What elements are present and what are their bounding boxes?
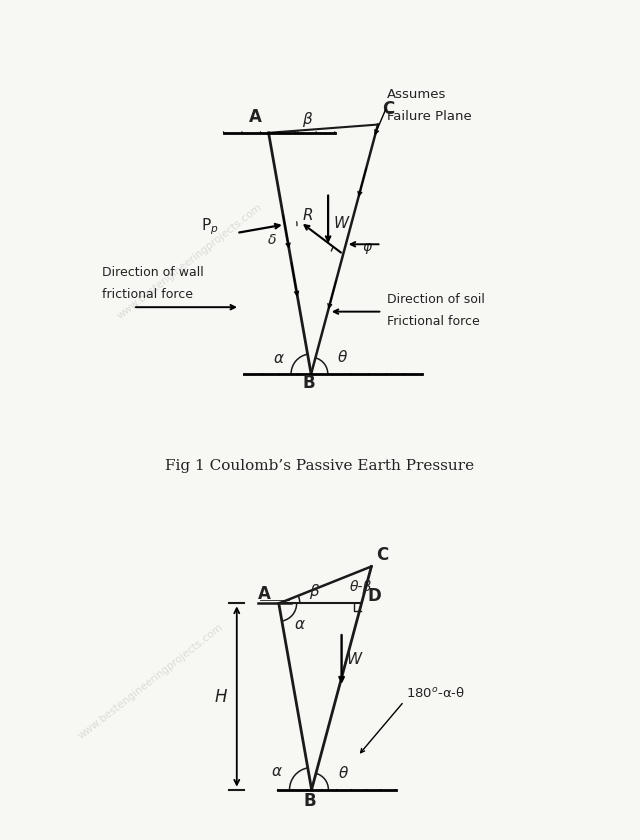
Text: Failure Plane: Failure Plane [387, 110, 472, 123]
Text: Direction of soil: Direction of soil [387, 292, 484, 306]
Text: W: W [347, 652, 362, 667]
Text: α: α [273, 351, 284, 366]
Text: www.bestengineeringprojects.com: www.bestengineeringprojects.com [77, 622, 225, 741]
Text: R: R [303, 207, 314, 223]
Text: Assumes: Assumes [387, 88, 446, 101]
Text: C: C [382, 100, 395, 118]
Text: Direction of wall: Direction of wall [102, 266, 204, 279]
Text: B: B [303, 374, 315, 392]
Text: B: B [303, 791, 316, 810]
Text: θ: θ [338, 349, 347, 365]
Text: α: α [295, 617, 305, 632]
Text: A: A [257, 585, 270, 603]
Text: A: A [249, 108, 262, 126]
Text: H: H [214, 687, 227, 706]
Text: φ: φ [362, 239, 371, 254]
Text: δ: δ [268, 234, 276, 248]
Text: β: β [302, 112, 312, 127]
Text: P$_p$: P$_p$ [201, 217, 218, 238]
Text: θ-β: θ-β [350, 580, 372, 594]
Text: α: α [272, 764, 282, 780]
Text: Fig 1 Coulomb’s Passive Earth Pressure: Fig 1 Coulomb’s Passive Earth Pressure [165, 459, 475, 473]
Text: 180$^o$-α-θ: 180$^o$-α-θ [406, 686, 465, 701]
Text: D: D [368, 587, 381, 606]
Text: frictional force: frictional force [102, 288, 193, 302]
Text: θ: θ [339, 766, 348, 781]
Text: Frictional force: Frictional force [387, 315, 479, 328]
Text: β: β [309, 584, 319, 599]
Text: C: C [376, 546, 388, 564]
Text: W: W [333, 216, 349, 231]
Text: www.bestengineeringprojects.com: www.bestengineeringprojects.com [115, 202, 264, 321]
